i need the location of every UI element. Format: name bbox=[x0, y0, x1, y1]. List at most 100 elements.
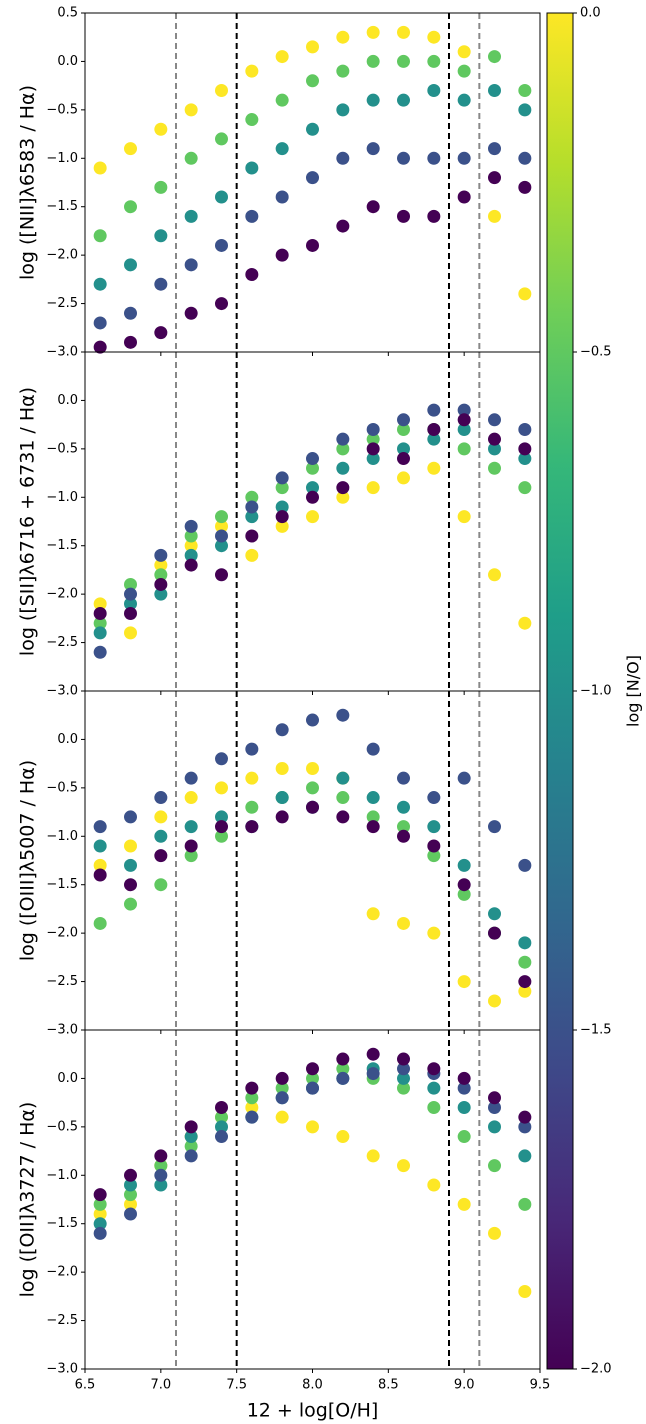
scatter-point bbox=[427, 1081, 441, 1095]
scatter-point bbox=[397, 1062, 410, 1076]
scatter-point bbox=[366, 1149, 380, 1163]
scatter-point bbox=[154, 229, 168, 243]
scatter-point bbox=[124, 858, 137, 872]
scatter-point bbox=[488, 1100, 501, 1114]
y-tick-label: −1.5 bbox=[46, 538, 78, 553]
y-tick-label: −2.5 bbox=[46, 1313, 78, 1328]
scatter-point bbox=[154, 558, 168, 572]
y-tick-label: −0.5 bbox=[46, 780, 78, 795]
scatter-point bbox=[397, 452, 410, 466]
colorbar-tick-label: 0.0 bbox=[580, 6, 601, 21]
scatter-point bbox=[427, 461, 441, 475]
scatter-point bbox=[275, 50, 289, 64]
scatter-point bbox=[427, 1178, 441, 1192]
scatter-point bbox=[245, 1081, 259, 1095]
y-tick-label: 0.0 bbox=[57, 393, 78, 408]
y-tick-label: −0.5 bbox=[46, 441, 78, 456]
scatter-point bbox=[488, 907, 501, 921]
y-tick-label: −2.5 bbox=[46, 635, 78, 650]
scatter-point bbox=[215, 1100, 228, 1114]
scatter-point bbox=[457, 403, 471, 417]
scatter-point bbox=[366, 820, 380, 834]
scatter-point bbox=[397, 471, 410, 485]
y-tick-label: 0.0 bbox=[57, 1071, 78, 1086]
scatter-point bbox=[154, 1149, 168, 1163]
scatter-point bbox=[306, 761, 319, 775]
scatter-point bbox=[306, 510, 319, 524]
scatter-point bbox=[366, 810, 380, 824]
scatter-point bbox=[245, 742, 259, 756]
scatter-point bbox=[397, 422, 410, 436]
scatter-point bbox=[457, 1100, 471, 1114]
scatter-point bbox=[427, 926, 441, 940]
scatter-point bbox=[488, 171, 501, 185]
scatter-point bbox=[427, 209, 441, 223]
scatter-point bbox=[154, 810, 168, 824]
scatter-point bbox=[245, 771, 259, 785]
scatter-point bbox=[457, 93, 471, 107]
scatter-point bbox=[306, 1071, 319, 1085]
scatter-point bbox=[275, 810, 289, 824]
scatter-point bbox=[336, 1071, 350, 1085]
scatter-point bbox=[518, 955, 532, 969]
scatter-point bbox=[154, 1178, 168, 1192]
scatter-point bbox=[124, 335, 137, 349]
scatter-point bbox=[488, 209, 501, 223]
scatter-point bbox=[366, 432, 380, 446]
scatter-point bbox=[93, 597, 107, 611]
scatter-point bbox=[245, 64, 259, 78]
scatter-point bbox=[215, 781, 228, 795]
scatter-point bbox=[488, 1226, 501, 1240]
scatter-point bbox=[306, 713, 319, 727]
scatter-point bbox=[124, 626, 137, 640]
scatter-point bbox=[397, 151, 410, 165]
scatter-point bbox=[184, 539, 198, 553]
scatter-point bbox=[488, 432, 501, 446]
scatter-point bbox=[275, 1110, 289, 1124]
scatter-point bbox=[488, 50, 501, 64]
scatter-point bbox=[457, 1197, 471, 1211]
y-tick-label: −2.5 bbox=[46, 974, 78, 989]
scatter-point bbox=[336, 490, 350, 504]
scatter-point bbox=[245, 820, 259, 834]
scatter-point bbox=[518, 1149, 532, 1163]
scatter-point bbox=[457, 442, 471, 456]
scatter-point bbox=[184, 519, 198, 533]
scatter-point bbox=[124, 597, 137, 611]
scatter-point bbox=[336, 432, 350, 446]
scatter-point bbox=[366, 452, 380, 466]
y-tick-label: −2.0 bbox=[46, 1265, 78, 1280]
scatter-point bbox=[336, 64, 350, 78]
y-axis-label: log ([OII]λ3727 / Hα) bbox=[17, 1102, 39, 1298]
scatter-point bbox=[488, 142, 501, 156]
scatter-point bbox=[306, 1062, 319, 1076]
scatter-point bbox=[306, 238, 319, 252]
scatter-point bbox=[306, 461, 319, 475]
scatter-point bbox=[275, 481, 289, 495]
scatter-point bbox=[488, 568, 501, 582]
scatter-point bbox=[457, 1071, 471, 1085]
scatter-point bbox=[397, 916, 410, 930]
scatter-point bbox=[518, 858, 532, 872]
scatter-point bbox=[275, 471, 289, 485]
scatter-point bbox=[336, 481, 350, 495]
x-axis-label: 12 + log[O/H] bbox=[247, 1400, 379, 1422]
scatter-point bbox=[336, 1062, 350, 1076]
colorbar-tick-label: −0.5 bbox=[580, 345, 612, 360]
scatter-point bbox=[518, 422, 532, 436]
scatter-point bbox=[154, 277, 168, 291]
scatter-point bbox=[457, 422, 471, 436]
scatter-point bbox=[275, 248, 289, 262]
scatter-point bbox=[275, 1071, 289, 1085]
scatter-point bbox=[306, 452, 319, 466]
y-axis-label: log ([NII]λ6583 / Hα) bbox=[17, 85, 39, 280]
scatter-point bbox=[427, 432, 441, 446]
scatter-point bbox=[336, 30, 350, 44]
scatter-point bbox=[124, 839, 137, 853]
scatter-point bbox=[306, 40, 319, 54]
scatter-point bbox=[93, 858, 107, 872]
scatter-point bbox=[518, 442, 532, 456]
scatter-point bbox=[427, 849, 441, 863]
scatter-point bbox=[215, 539, 228, 553]
